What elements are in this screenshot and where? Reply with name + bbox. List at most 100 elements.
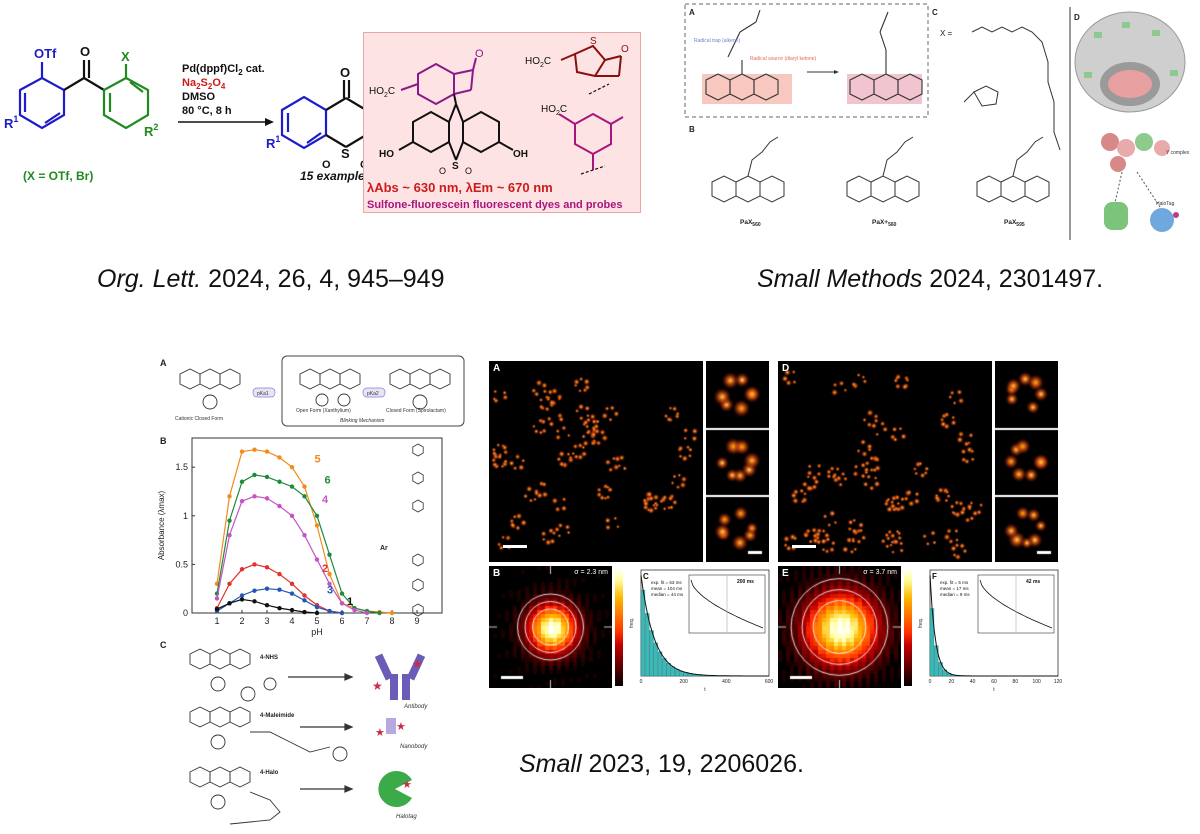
small-methods-figure: A C B D Radical trap (alkene) Radical so… — [684, 3, 1190, 240]
x-tick-label: 4 — [289, 616, 294, 626]
data-point — [289, 464, 295, 470]
series-line-6 — [216, 474, 380, 614]
data-point — [239, 449, 245, 454]
data-point — [227, 518, 232, 523]
data-point — [289, 581, 295, 587]
pka1-badge: pKa1 — [257, 391, 269, 397]
sigma-b: σ = 2.3 nm — [574, 569, 608, 576]
hist-x-tick: 120 — [1054, 679, 1063, 685]
dye-so-o2: O — [465, 166, 472, 176]
antibody-icon — [374, 653, 426, 700]
data-point — [252, 494, 257, 499]
citation-small-methods: Small Methods 2024, 2301497. — [757, 265, 1103, 294]
data-point — [314, 523, 320, 528]
blinking-mechanism-label: Blinking Mechanism — [340, 418, 384, 424]
citation-small: Small 2023, 19, 2206026. — [519, 750, 804, 779]
hist-x-tick: 40 — [970, 679, 976, 685]
aryl-ring-icon — [412, 471, 424, 485]
data-point — [227, 601, 232, 606]
hist-x-tick: 0 — [640, 679, 643, 685]
aryl-ring-icon — [412, 553, 424, 567]
data-point — [389, 610, 395, 616]
data-point — [302, 484, 307, 489]
hist-x-tick: 80 — [1013, 679, 1019, 685]
y-tick-label: 1.5 — [175, 462, 188, 472]
pka2-badge: pKa2 — [367, 391, 379, 397]
citation-details: 2024, 26, 4, 945–949 — [201, 265, 445, 293]
data-point — [327, 571, 332, 577]
data-point — [239, 567, 245, 572]
data-point — [214, 596, 220, 601]
data-point — [339, 591, 345, 596]
y-complex-render — [1101, 133, 1179, 232]
fig4-panel-e: E — [782, 568, 789, 579]
cyclized-structure — [847, 11, 923, 104]
starting-material — [18, 60, 150, 130]
data-point — [314, 610, 320, 616]
x-tick-label: 2 — [239, 616, 244, 626]
hist-x-tick: 400 — [722, 679, 731, 685]
equilibrium-structures — [179, 368, 451, 410]
halotag-target-label: Halotag — [396, 814, 417, 820]
hist-bar — [645, 613, 650, 677]
x-tick-label: 5 — [314, 616, 319, 626]
y-tick-label: 1 — [183, 511, 188, 521]
radical-trap-label: Radical trap (alkene) — [694, 38, 740, 44]
data-point — [302, 609, 307, 615]
scale-bar — [503, 545, 527, 548]
antibody-star-1: ★ — [372, 679, 383, 693]
data-point — [277, 479, 282, 484]
product-o: O — [340, 65, 350, 80]
data-point — [289, 513, 295, 518]
data-point — [227, 581, 232, 587]
data-point — [327, 608, 332, 614]
fit-stat: median = 44 ms — [651, 592, 684, 597]
hist-bar — [657, 651, 663, 677]
inset-label: 200 ms — [737, 579, 754, 585]
data-point — [252, 588, 257, 593]
hist-bar — [662, 658, 667, 677]
ho2c-thiophene: HO2C — [525, 56, 551, 69]
antibody-star-2: ★ — [412, 657, 423, 671]
data-point — [302, 494, 307, 499]
ar-label: Ar — [380, 545, 388, 552]
hist-bar — [649, 630, 654, 677]
dye-sulfur: S — [452, 161, 459, 172]
data-point — [327, 552, 332, 557]
y-tick-label: 0.5 — [175, 559, 188, 569]
journal-name: Org. Lett. — [97, 265, 202, 293]
data-point — [264, 565, 270, 570]
localization-panel-b: B σ = 2.3 nm — [489, 566, 612, 688]
data-point — [327, 581, 332, 587]
antibody-label: Antibody — [403, 704, 428, 710]
closed-form-label: Closed Form (Spirolactam) — [386, 408, 446, 414]
microscopy-panel-a: A — [489, 361, 703, 562]
localization-panel-e: E σ = 3.7 nm — [778, 566, 901, 688]
pax595-label: PaX595 — [1004, 219, 1025, 228]
data-point — [339, 610, 345, 616]
x-tick-label: 1 — [214, 616, 219, 626]
hist-bar — [666, 663, 671, 677]
journal-name: Small — [519, 750, 582, 778]
series-label-1: 1 — [347, 596, 353, 608]
fit-stat: mean = 104 ms — [651, 586, 683, 591]
fig3-panel-b: B — [160, 436, 167, 446]
data-point — [302, 533, 307, 538]
data-point — [239, 597, 245, 602]
y-complex-label: Y complex — [1166, 150, 1190, 156]
data-point — [214, 606, 220, 612]
data-point — [314, 513, 320, 518]
dye-so-o1: O — [439, 166, 446, 176]
paxplus-label: PaX+560 — [872, 219, 897, 228]
hist-x-tick: 100 — [1032, 679, 1041, 685]
hist-x-tick: 20 — [949, 679, 955, 685]
microscopy-panel-d: D — [778, 361, 992, 562]
fig3-panel-c: C — [160, 640, 167, 650]
so-o1: O — [322, 159, 331, 171]
hist-x-tick: 0 — [929, 679, 932, 685]
aryl-ring-icon — [412, 578, 424, 592]
hist-x-tick: 600 — [765, 679, 774, 685]
data-point — [239, 479, 245, 484]
